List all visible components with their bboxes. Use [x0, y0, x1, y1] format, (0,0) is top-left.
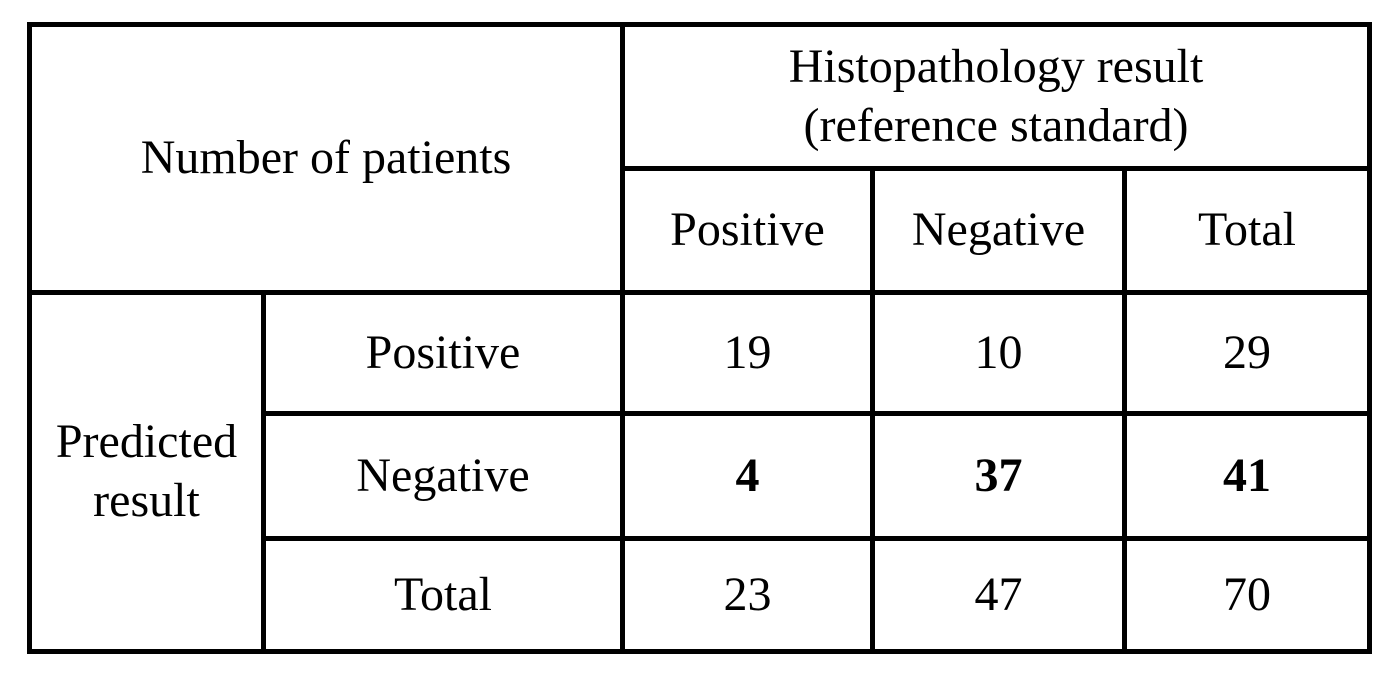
- cell-predicted-positive-ref-positive: 19: [620, 290, 876, 416]
- column-group-header-line1: Histopathology result: [788, 39, 1204, 93]
- confusion-matrix-table: Number of patients Histopathology result…: [26, 22, 1373, 654]
- table-row-total: Total 23 47 70: [30, 536, 1373, 654]
- cell-total-overall: 70: [1122, 536, 1373, 654]
- cell-predicted-negative-total: 41: [1122, 411, 1373, 541]
- cell-predicted-positive-total: 29: [1122, 290, 1373, 416]
- column-group-header-histopathology: Histopathology result (reference standar…: [620, 22, 1373, 171]
- cell-total-ref-positive: 23: [620, 536, 876, 654]
- cell-predicted-negative-ref-negative: 37: [870, 411, 1128, 541]
- row-label-negative: Negative: [260, 411, 626, 541]
- table-row-negative: Negative 4 37 41: [30, 411, 1373, 541]
- row-group-header-line2: result: [93, 474, 200, 527]
- row-group-header-line1: Predicted: [55, 415, 238, 469]
- column-header-positive: Positive: [620, 166, 876, 295]
- column-header-negative: Negative: [870, 166, 1128, 295]
- row-label-total: Total: [260, 536, 626, 654]
- row-group-header-predicted-result: Predicted result: [27, 290, 266, 654]
- corner-header-number-of-patients: Number of patients: [26, 22, 626, 295]
- column-header-total: Total: [1122, 166, 1373, 295]
- table-row-positive: Predicted result Positive 19 10 29: [27, 290, 1373, 654]
- cell-total-ref-negative: 47: [870, 536, 1128, 654]
- cell-predicted-positive-ref-negative: 10: [870, 290, 1128, 416]
- row-label-positive: Positive: [260, 290, 626, 416]
- column-group-header-line2: (reference standard): [803, 98, 1189, 152]
- cell-predicted-negative-ref-positive: 4: [620, 411, 876, 541]
